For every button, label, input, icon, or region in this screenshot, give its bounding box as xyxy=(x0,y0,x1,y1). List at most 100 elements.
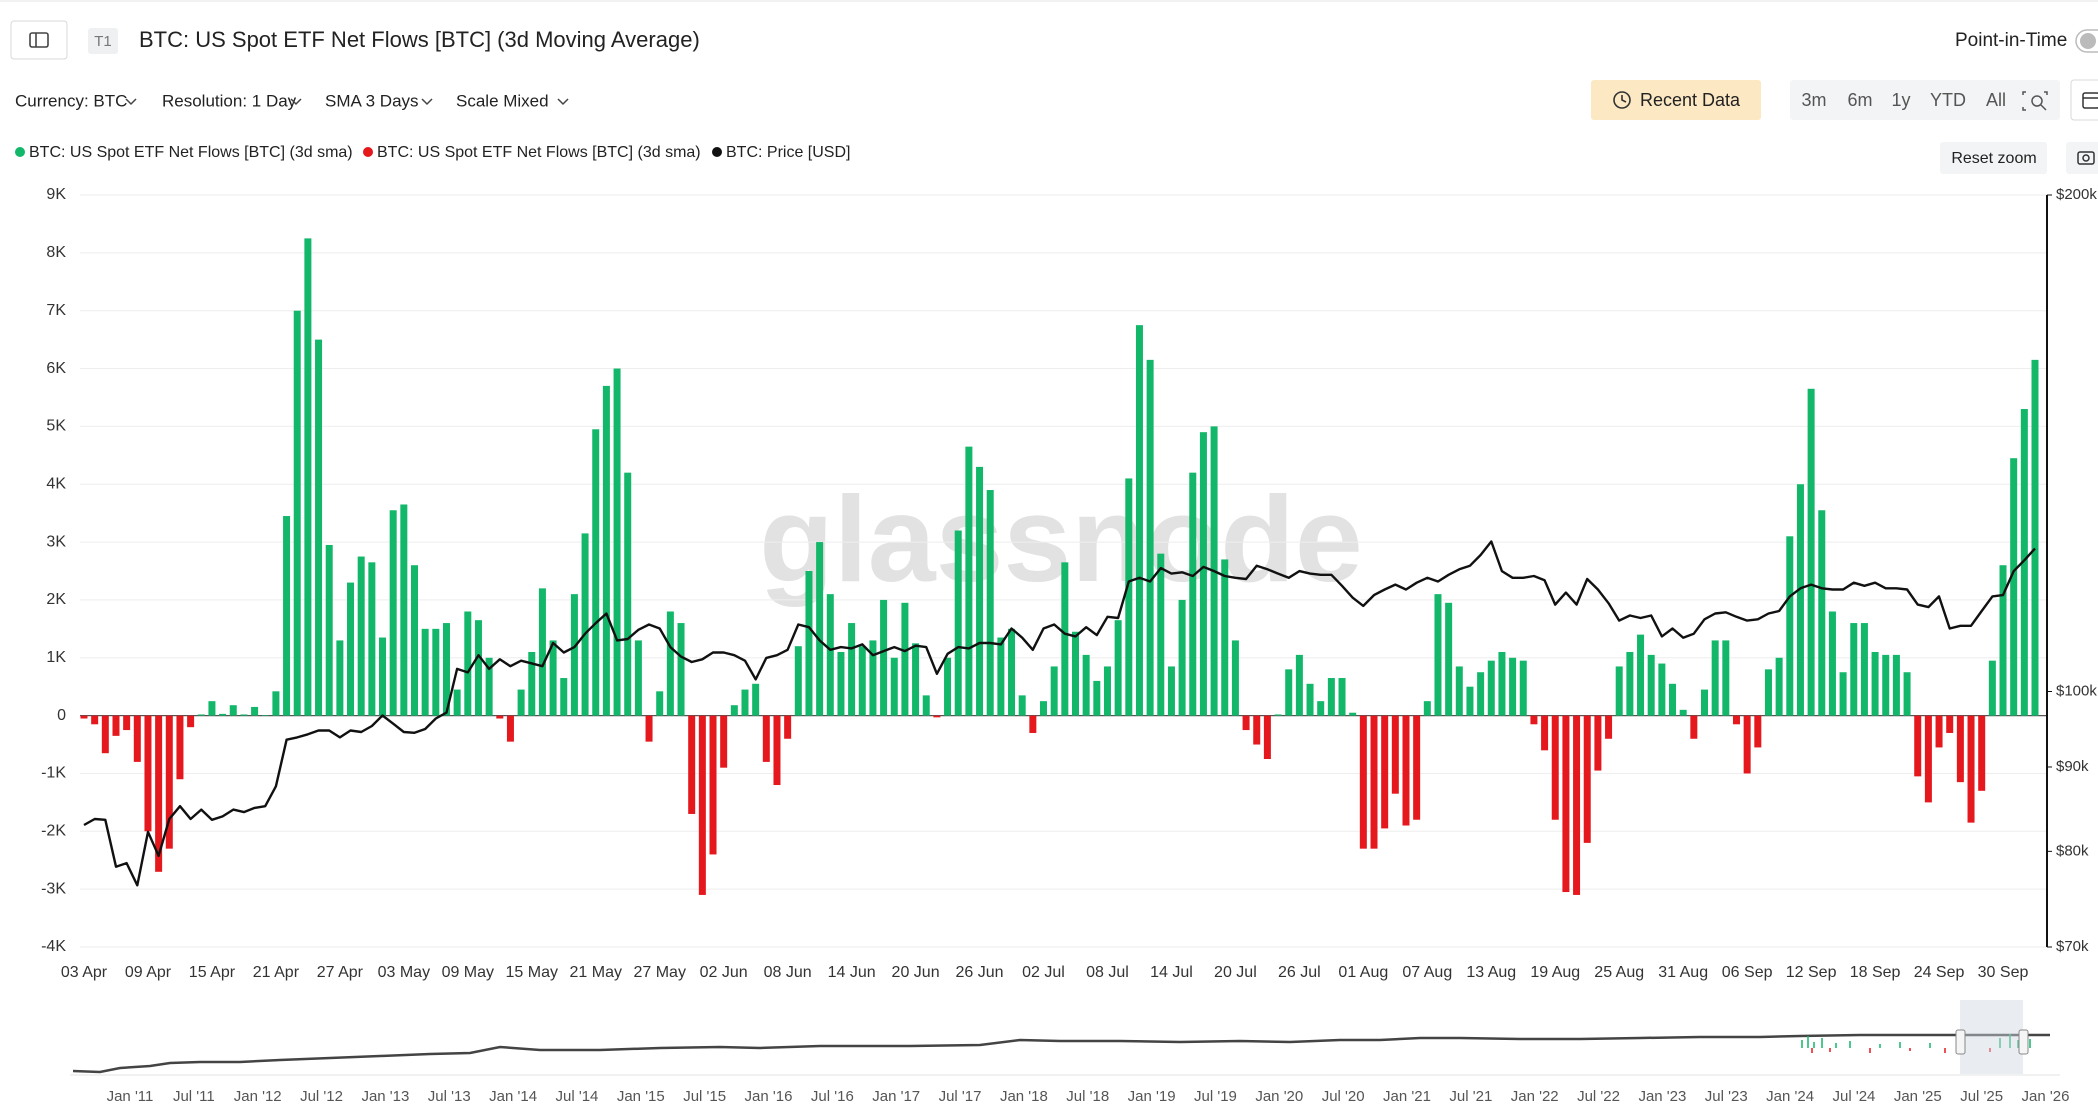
navigator-selection[interactable] xyxy=(1960,1000,2023,1074)
badge: T1 xyxy=(94,33,112,50)
bar xyxy=(1850,623,1858,716)
bar xyxy=(2020,409,2028,716)
navigator-label: Jan '22 xyxy=(1511,1088,1559,1105)
x-tick-label: 09 Apr xyxy=(125,964,172,981)
legend-label[interactable]: BTC: US Spot ETF Net Flows [BTC] (3d sma… xyxy=(377,144,701,161)
y-tick-label: 6K xyxy=(46,360,66,377)
navigator-label: Jul '23 xyxy=(1705,1088,1748,1105)
x-tick-label: 02 Jul xyxy=(1022,964,1065,981)
bar xyxy=(1967,715,1975,823)
filter-label[interactable]: SMA 3 Days xyxy=(325,91,419,110)
x-tick-label: 15 Apr xyxy=(189,964,236,981)
reset-zoom-label[interactable]: Reset zoom xyxy=(1951,150,2036,167)
navigator-label: Jul '17 xyxy=(939,1088,982,1105)
filter-label[interactable]: Scale Mixed xyxy=(456,91,549,110)
bar xyxy=(272,691,280,716)
y-tick-label: 1K xyxy=(46,649,66,666)
filter-label[interactable]: Currency: BTC xyxy=(15,91,127,110)
x-tick-label: 03 May xyxy=(378,964,430,981)
bar xyxy=(1807,388,1815,716)
zoom-icon[interactable] xyxy=(2022,91,2048,111)
range-button[interactable]: 3m xyxy=(1801,90,1826,110)
bar xyxy=(240,714,248,716)
x-tick-label: 08 Jul xyxy=(1086,964,1129,981)
bar xyxy=(1413,715,1421,820)
bar xyxy=(496,715,504,719)
navigator-label: Jan '24 xyxy=(1766,1088,1814,1105)
bar xyxy=(773,715,781,786)
reset-zoom-button[interactable] xyxy=(1940,142,2047,174)
y-tick-label: 4K xyxy=(46,475,66,492)
y-tick-label: 8K xyxy=(46,244,66,261)
bar xyxy=(1263,715,1271,759)
range-button[interactable]: 6m xyxy=(1847,90,1872,110)
bar xyxy=(1594,715,1602,771)
bar xyxy=(1498,651,1506,716)
bar xyxy=(528,651,536,716)
bar xyxy=(112,715,120,736)
bar xyxy=(1231,640,1239,716)
bar xyxy=(869,640,877,716)
bar xyxy=(1583,715,1591,843)
sidebar-button[interactable] xyxy=(10,20,68,60)
x-tick-label: 09 May xyxy=(442,964,494,981)
bar xyxy=(581,533,589,716)
bar xyxy=(1626,651,1634,716)
sidebar-toggle[interactable] xyxy=(10,20,68,60)
legend-label[interactable]: BTC: US Spot ETF Net Flows [BTC] (3d sma… xyxy=(29,144,353,161)
navigator-label: Jul '15 xyxy=(683,1088,726,1105)
navigator-label: Jul '14 xyxy=(556,1088,599,1105)
navigator-label: Jan '15 xyxy=(617,1088,665,1105)
range-button[interactable]: 1y xyxy=(1891,90,1910,110)
bar xyxy=(592,429,600,716)
range-group xyxy=(1790,80,2060,120)
x-tick-label: 31 Aug xyxy=(1658,964,1708,981)
y2-tick-label: $70k xyxy=(2056,938,2089,955)
bar xyxy=(1018,695,1026,716)
legend-label[interactable]: BTC: Price [USD] xyxy=(726,144,850,161)
range-button[interactable]: All xyxy=(1986,90,2006,110)
navigator-handle-left[interactable] xyxy=(1955,1029,1966,1055)
bar xyxy=(666,611,674,716)
filter-chevron xyxy=(290,98,302,106)
bar xyxy=(1477,672,1485,716)
navigator-label: Jan '11 xyxy=(107,1088,154,1105)
filter-label[interactable]: Resolution: 1 Day xyxy=(162,91,297,110)
navigator-flows xyxy=(1801,1034,2031,1048)
bar xyxy=(1338,678,1346,716)
recent-data-button[interactable] xyxy=(1591,80,1761,120)
export-button[interactable] xyxy=(2066,142,2098,174)
navigator-label: Jul '12 xyxy=(300,1088,343,1105)
navigator-handle-right[interactable] xyxy=(2018,1029,2029,1055)
bar xyxy=(922,695,930,716)
navigator-label: Jan '18 xyxy=(1000,1088,1048,1105)
bar xyxy=(1924,715,1932,803)
point-in-time-label: Point-in-Time xyxy=(1955,30,2067,51)
price-line xyxy=(83,540,2036,887)
y-tick-label: -4K xyxy=(41,938,66,955)
bar xyxy=(261,715,269,716)
bar xyxy=(101,715,109,754)
bar xyxy=(1615,666,1623,716)
navigator-label: Jan '17 xyxy=(872,1088,920,1105)
bar xyxy=(730,705,738,716)
y-tick-label: 7K xyxy=(46,302,66,319)
bar xyxy=(1946,715,1954,733)
bar xyxy=(421,628,429,716)
bar xyxy=(1285,669,1293,716)
bar xyxy=(1274,714,1282,716)
filter-chevron xyxy=(125,98,137,106)
bar xyxy=(613,368,621,716)
bar xyxy=(1381,715,1389,829)
bar xyxy=(400,504,408,716)
x-tick-label: 24 Sep xyxy=(1914,964,1965,981)
bar xyxy=(901,602,909,716)
x-tick-label: 20 Jun xyxy=(892,964,940,981)
calendar-button[interactable] xyxy=(2070,79,2098,121)
range-button[interactable]: YTD xyxy=(1930,90,1966,110)
recent-data-label[interactable]: Recent Data xyxy=(1640,90,1741,110)
x-tick-label: 18 Sep xyxy=(1850,964,1901,981)
bar xyxy=(837,651,845,716)
x-tick-label: 30 Sep xyxy=(1978,964,2029,981)
